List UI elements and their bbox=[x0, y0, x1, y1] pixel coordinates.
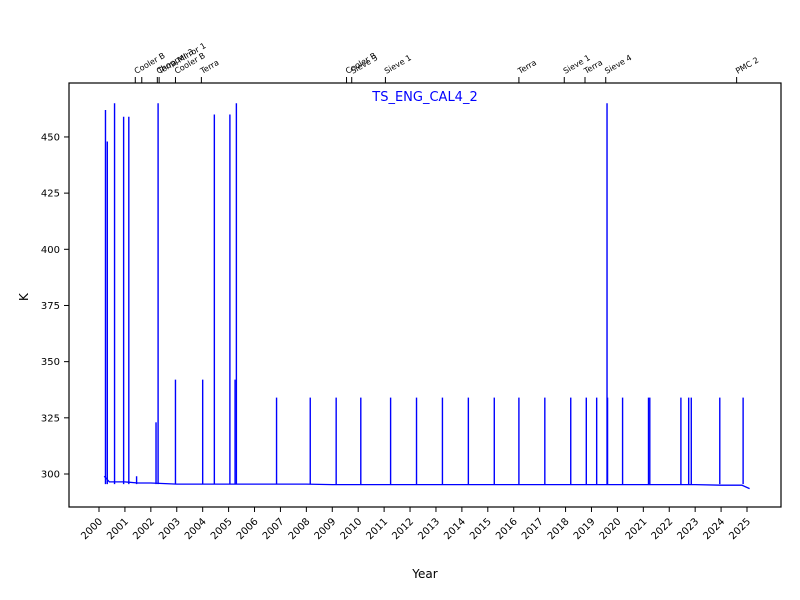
y-axis-title: K bbox=[17, 292, 31, 301]
x-tick-label: 2007 bbox=[261, 516, 287, 542]
y-axis: 300 325 350 375 400 425 450 bbox=[41, 132, 69, 481]
x-tick-label: 2019 bbox=[572, 516, 598, 542]
y-tick-label: 350 bbox=[41, 357, 60, 368]
chart-title: TS_ENG_CAL4_2 bbox=[371, 90, 477, 105]
x-tick-label: 2001 bbox=[105, 516, 131, 542]
x-tick-label: 2017 bbox=[520, 516, 546, 542]
x-tick-label: 2006 bbox=[235, 516, 261, 542]
y-tick-label: 375 bbox=[41, 301, 60, 312]
baseline-line bbox=[103, 475, 750, 490]
x-tick-label: 2015 bbox=[468, 516, 494, 542]
x-tick-label: 2024 bbox=[701, 516, 727, 542]
y-tick-label: 325 bbox=[41, 413, 60, 424]
x-tick-label: 2004 bbox=[183, 516, 209, 542]
event-label: Sieve 4 bbox=[603, 53, 633, 76]
y-tick-label: 425 bbox=[41, 189, 60, 200]
x-tick-label: 2000 bbox=[79, 516, 105, 542]
x-tick-label: 2013 bbox=[416, 516, 442, 542]
data-series bbox=[103, 103, 750, 490]
x-tick-label: 2014 bbox=[442, 516, 468, 542]
x-tick-label: 2002 bbox=[131, 516, 157, 542]
x-tick-label: 2018 bbox=[546, 516, 572, 542]
x-tick-label: 2009 bbox=[313, 516, 339, 542]
x-tick-label: 2003 bbox=[157, 516, 183, 542]
x-axis-title: Year bbox=[411, 567, 437, 581]
x-tick-label: 2023 bbox=[676, 516, 702, 542]
event-label: PMC 2 bbox=[734, 55, 760, 75]
x-tick-label: 2005 bbox=[209, 516, 235, 542]
event-label: Terra bbox=[516, 58, 539, 76]
x-tick-label: 2012 bbox=[390, 516, 416, 542]
y-tick-label: 450 bbox=[41, 132, 60, 143]
x-tick-label: 2020 bbox=[598, 516, 624, 542]
x-axis: 2000 2001 2002 2003 2004 2005 2006 2007 2008 2009… bbox=[79, 507, 753, 542]
x-tick-label: 2025 bbox=[727, 516, 753, 542]
x-tick-label: 2008 bbox=[287, 516, 313, 542]
y-tick-label: 300 bbox=[41, 470, 60, 481]
x-tick-label: 2016 bbox=[494, 516, 520, 542]
y-tick-label: 400 bbox=[41, 245, 60, 256]
event-label: Sieve 1 bbox=[383, 53, 413, 76]
x-tick-label: 2021 bbox=[624, 516, 650, 542]
x-tick-label: 2011 bbox=[364, 516, 390, 542]
plot-area bbox=[68, 82, 782, 508]
x-tick-label: 2010 bbox=[339, 516, 365, 542]
x-tick-label: 2022 bbox=[650, 516, 676, 542]
